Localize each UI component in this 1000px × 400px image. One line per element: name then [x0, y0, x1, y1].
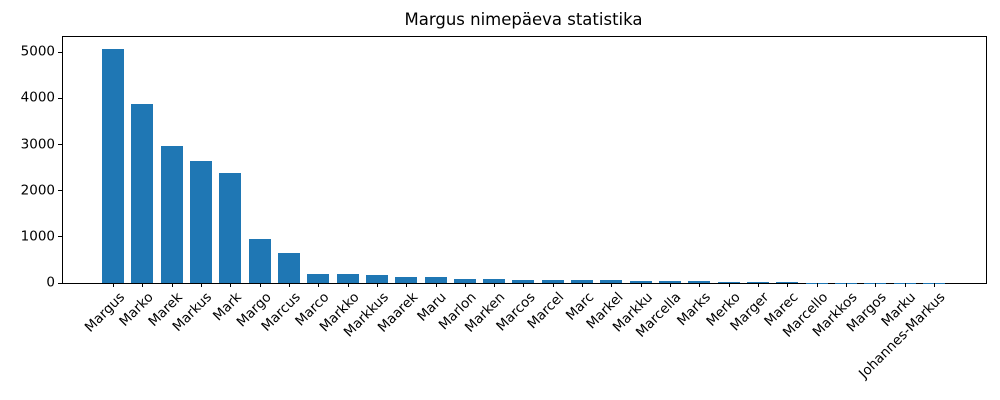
- x-axis-tick-mark: [113, 283, 114, 287]
- y-axis-tick-label: 1000: [20, 228, 55, 245]
- x-axis-tick-mark: [523, 283, 525, 287]
- x-axis-tick-mark: [640, 283, 642, 287]
- x-axis-tick-mark: [933, 283, 935, 287]
- y-axis-tick-label: 0: [46, 274, 55, 291]
- bar-marken: [483, 279, 506, 283]
- x-axis-tick-mark: [728, 283, 730, 287]
- bar-margus: [102, 48, 124, 283]
- bar-marko: [131, 103, 154, 283]
- bar-marcella: [659, 281, 682, 283]
- x-axis-tick-mark: [142, 283, 144, 287]
- x-axis-tick-mark: [318, 283, 320, 287]
- bar-markel: [600, 279, 623, 283]
- x-axis-tick-mark: [406, 283, 408, 287]
- x-axis-tick-mark: [171, 283, 173, 287]
- x-axis-tick-mark: [230, 283, 232, 287]
- x-axis-tick-mark: [611, 283, 613, 287]
- y-axis-tick-label: 5000: [20, 43, 55, 60]
- x-axis-tick-mark: [875, 283, 877, 287]
- bar-marks: [688, 281, 711, 283]
- y-axis-tick-mark: [58, 236, 62, 238]
- x-axis-tick-mark: [347, 283, 349, 287]
- x-axis-tick-mark: [904, 283, 906, 287]
- bar-marcos: [512, 279, 535, 283]
- x-axis-tick-mark: [670, 283, 672, 287]
- bar-marc: [571, 279, 594, 283]
- x-axis-tick-mark: [288, 283, 290, 287]
- x-axis-tick-mark: [846, 283, 847, 287]
- bar-markus: [189, 161, 212, 283]
- y-axis-tick-mark: [58, 190, 62, 192]
- x-axis-tick-mark: [494, 283, 496, 287]
- y-axis-tick-label: 3000: [20, 135, 55, 152]
- bar-merko: [717, 281, 740, 283]
- bar-marcel: [541, 279, 564, 283]
- bar-markkus: [365, 274, 388, 283]
- y-axis-tick-mark: [58, 144, 62, 146]
- x-axis-tick-mark: [787, 283, 789, 287]
- bar-marlon: [453, 279, 476, 283]
- x-axis-tick-mark: [464, 283, 466, 287]
- x-axis-tick-mark: [435, 283, 437, 287]
- x-axis-tick-mark: [582, 283, 584, 287]
- x-axis-tick-mark: [259, 283, 261, 287]
- x-axis-tick-mark: [758, 283, 760, 287]
- bar-mark: [219, 172, 242, 283]
- plot-area: 0 1000 2000 3000 4000 5000 Margus Marko Marek Mar…: [21, 36, 987, 382]
- bar-marco: [307, 273, 330, 283]
- bar-marek: [160, 146, 183, 283]
- bar-marcus: [277, 253, 300, 283]
- bar-maarek: [395, 276, 418, 283]
- x-axis-tick-mark: [552, 283, 554, 287]
- y-axis-tick-label: 4000: [20, 89, 55, 106]
- bar-markko: [336, 274, 359, 283]
- x-axis-tick-mark: [200, 283, 202, 287]
- bar-maru: [424, 277, 447, 283]
- chart-title: Margus nimepäeva statistika: [404, 10, 643, 29]
- x-axis-tick-mark: [699, 283, 701, 287]
- y-axis-tick-label: 2000: [20, 181, 55, 198]
- x-axis-tick-mark: [816, 283, 818, 287]
- bar-marec: [776, 281, 799, 283]
- bar-marger: [747, 281, 770, 283]
- bar-markku: [629, 280, 652, 283]
- y-axis-tick-mark: [58, 282, 62, 284]
- y-axis-tick-mark: [58, 51, 62, 53]
- bar-margo: [248, 239, 271, 283]
- y-axis-tick-mark: [58, 97, 62, 99]
- x-axis-tick-mark: [376, 283, 378, 287]
